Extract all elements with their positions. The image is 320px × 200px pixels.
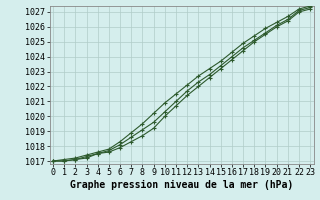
X-axis label: Graphe pression niveau de la mer (hPa): Graphe pression niveau de la mer (hPa) [70, 180, 293, 190]
